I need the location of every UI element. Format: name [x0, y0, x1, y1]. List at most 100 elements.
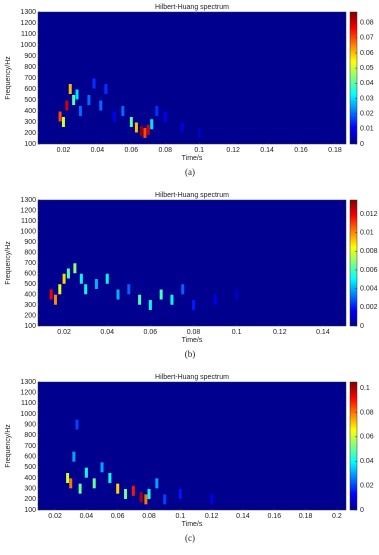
colorbar-tick-label: 0.01: [360, 230, 374, 237]
spectrum-cell: [197, 128, 201, 138]
spectrum-cell: [49, 289, 53, 300]
x-tick-label: 0.04: [91, 147, 105, 154]
y-tick-label: 700: [24, 443, 36, 450]
spectrum-cell: [213, 294, 217, 305]
caption: (b): [185, 349, 196, 359]
y-tick-label: 700: [24, 75, 36, 82]
spectrum-cell: [143, 128, 147, 138]
y-tick-label: 900: [24, 422, 36, 429]
plot-area: [37, 381, 347, 511]
y-tick-label: 600: [24, 270, 36, 277]
colorbar-tick-label: 0.03: [360, 95, 374, 102]
y-tick-label: 900: [24, 53, 36, 60]
x-tick-label: 0.12: [205, 513, 219, 520]
y-tick-label: 500: [24, 464, 36, 471]
spectrum-cell: [66, 268, 70, 279]
y-tick-label: 1300: [20, 197, 36, 204]
spectrum-cell: [192, 300, 196, 310]
spectrum-cell: [134, 122, 138, 133]
spectrum-cell: [65, 100, 69, 111]
y-tick-label: 1000: [20, 42, 36, 49]
x-axis-label: Time/s: [182, 155, 203, 162]
x-tick-label: 0.14: [260, 147, 274, 154]
y-tick-label: 400: [24, 291, 36, 298]
x-tick-label: 0.16: [294, 147, 308, 154]
x-tick-label: 0.08: [158, 147, 172, 154]
x-tick-label: 0.1: [194, 147, 204, 154]
spectrum-cell: [92, 78, 96, 89]
y-tick-label: 900: [24, 239, 36, 246]
spectrum-cell: [144, 494, 148, 505]
colorbar-tick-label: 0.04: [360, 80, 374, 87]
colorbar-tick-label: 0.05: [360, 65, 374, 72]
x-tick-label: 0.06: [144, 329, 158, 336]
colorbar-tick-label: 0.1: [360, 385, 370, 392]
y-tick-label: 800: [24, 432, 36, 439]
x-tick-label: 0.1: [175, 513, 185, 520]
colorbar-tick-label: 0.008: [360, 248, 378, 255]
y-tick-label: 300: [24, 119, 36, 126]
x-tick-label: 0.08: [142, 513, 156, 520]
colorbar-tick-label: 0.06: [360, 434, 374, 441]
x-tick-label: 0.06: [111, 513, 125, 520]
x-tick-label: 0.12: [226, 147, 240, 154]
spectrum-cell: [66, 473, 70, 483]
y-tick-label: 100: [24, 323, 36, 330]
y-axis-label: Frequency/Hz: [5, 56, 12, 100]
y-tick-label: 1100: [21, 218, 36, 225]
spectrum-cell: [73, 263, 77, 274]
plot-area: [37, 11, 347, 145]
spectrum-cell: [58, 111, 62, 122]
y-tick-label: 1200: [20, 20, 36, 27]
caption: (a): [185, 167, 195, 177]
spectrum-cell: [139, 492, 143, 503]
spectrum-cell: [61, 117, 65, 127]
y-tick-label: 1000: [20, 411, 36, 418]
x-axis-label: Time/s: [182, 521, 203, 528]
colorbar-tick-label: 0.012: [360, 211, 378, 218]
colorbar-tick-label: 0.006: [360, 267, 378, 274]
y-tick-label: 800: [24, 64, 36, 71]
x-tick-label: 0.18: [328, 147, 342, 154]
spectrum-cell: [210, 494, 214, 505]
y-tick-label: 400: [24, 108, 36, 115]
x-tick-label: 0.18: [299, 513, 313, 520]
spectrum-cell: [108, 473, 112, 483]
colorbar-tick-label: 0: [360, 323, 364, 330]
y-tick-label: 200: [24, 130, 36, 137]
spectrum-cell: [155, 478, 159, 489]
spectrum-cell: [138, 294, 142, 305]
y-tick-label: 100: [24, 141, 36, 148]
spectrum-cell: [87, 95, 91, 105]
spectrum-cell: [146, 124, 150, 135]
spectrum-cell: [72, 451, 76, 462]
y-tick-label: 700: [24, 260, 36, 267]
y-tick-label: 400: [24, 475, 36, 482]
spectrum-cell: [79, 273, 83, 284]
y-tick-label: 600: [24, 86, 36, 93]
x-tick-label: 0.02: [57, 147, 71, 154]
spectrum-cell: [124, 489, 128, 499]
spectrum-cell: [140, 125, 144, 136]
colorbar-tick-label: 0.01: [360, 126, 374, 133]
colorbar-tick-label: 0.02: [360, 110, 374, 117]
colorbar-tick-label: 0.04: [360, 458, 374, 465]
spectrum-cell: [53, 294, 57, 305]
colorbar: [349, 11, 358, 145]
colorbar-tick-label: 0.002: [360, 304, 378, 311]
spectrum-cell: [105, 273, 109, 284]
spectrum-cell: [147, 489, 151, 499]
spectrum-cell: [68, 84, 72, 94]
spectrum-cell: [127, 284, 131, 295]
y-tick-label: 1100: [21, 400, 36, 407]
spectrum-cell: [69, 478, 73, 489]
colorbar-tick-label: 0: [360, 141, 364, 148]
spectrum-cell: [116, 289, 120, 300]
spectrum-cell: [178, 489, 182, 499]
spectrum-cell: [78, 483, 82, 494]
y-tick-label: 1300: [20, 379, 36, 386]
x-tick-label: 0.2: [332, 513, 342, 520]
spectrum-cell: [180, 122, 184, 133]
spectrum-cell: [235, 289, 239, 300]
spectrum-cell: [148, 300, 152, 310]
